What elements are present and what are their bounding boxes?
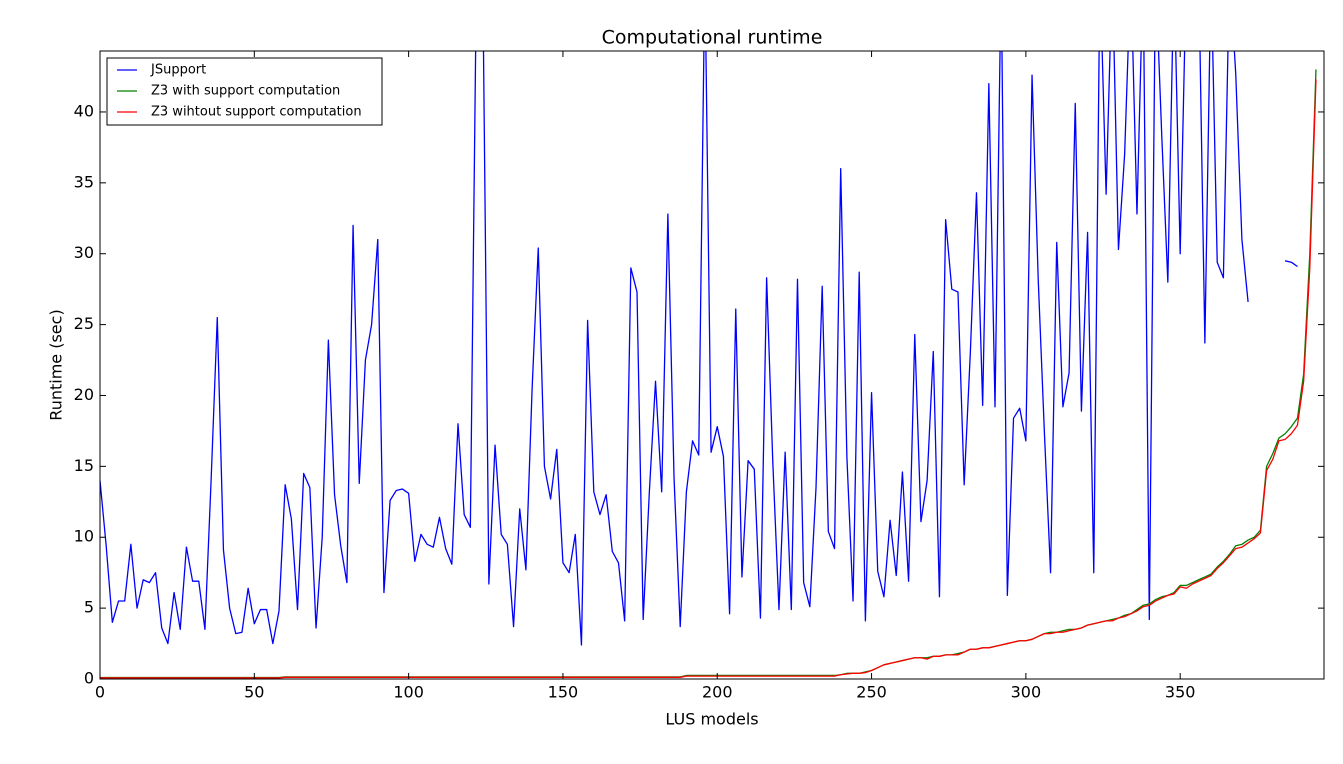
chart-title: Computational runtime xyxy=(602,27,823,49)
y-tick-label: 30 xyxy=(74,243,94,262)
legend-box xyxy=(106,57,383,126)
y-tick-label: 0 xyxy=(84,669,94,688)
legend-label: JSupport xyxy=(150,63,206,78)
series-line xyxy=(100,79,1317,679)
plot-frame xyxy=(99,50,1325,680)
legend-label: Z3 wihtout support computation xyxy=(151,105,362,120)
y-tick-label: 20 xyxy=(74,385,94,404)
plot-area xyxy=(100,51,1317,679)
x-tick-label: 150 xyxy=(548,683,579,702)
x-tick-label: 200 xyxy=(702,683,733,702)
x-tick-label: 250 xyxy=(856,683,887,702)
x-tick-label: 50 xyxy=(244,683,264,702)
series-line xyxy=(100,51,1298,646)
y-tick-label: 5 xyxy=(84,598,94,617)
legend: JSupport Z3 with support computation Z3 wi… xyxy=(106,57,383,126)
y-axis-label: Runtime (sec) xyxy=(47,309,66,420)
x-tick-label: 350 xyxy=(1165,683,1196,702)
y-tick-label: 35 xyxy=(74,172,94,191)
y-tick-label: 40 xyxy=(74,101,94,120)
y-tick-label: 10 xyxy=(74,527,94,546)
y-tick-label: 25 xyxy=(74,314,94,333)
x-tick-label: 100 xyxy=(393,683,424,702)
y-tick-label: 15 xyxy=(74,456,94,475)
x-tick-label: 300 xyxy=(1011,683,1042,702)
x-axis-label: LUS models xyxy=(665,710,758,729)
legend-label: Z3 with support computation xyxy=(151,84,340,99)
x-tick-label: 0 xyxy=(95,683,105,702)
